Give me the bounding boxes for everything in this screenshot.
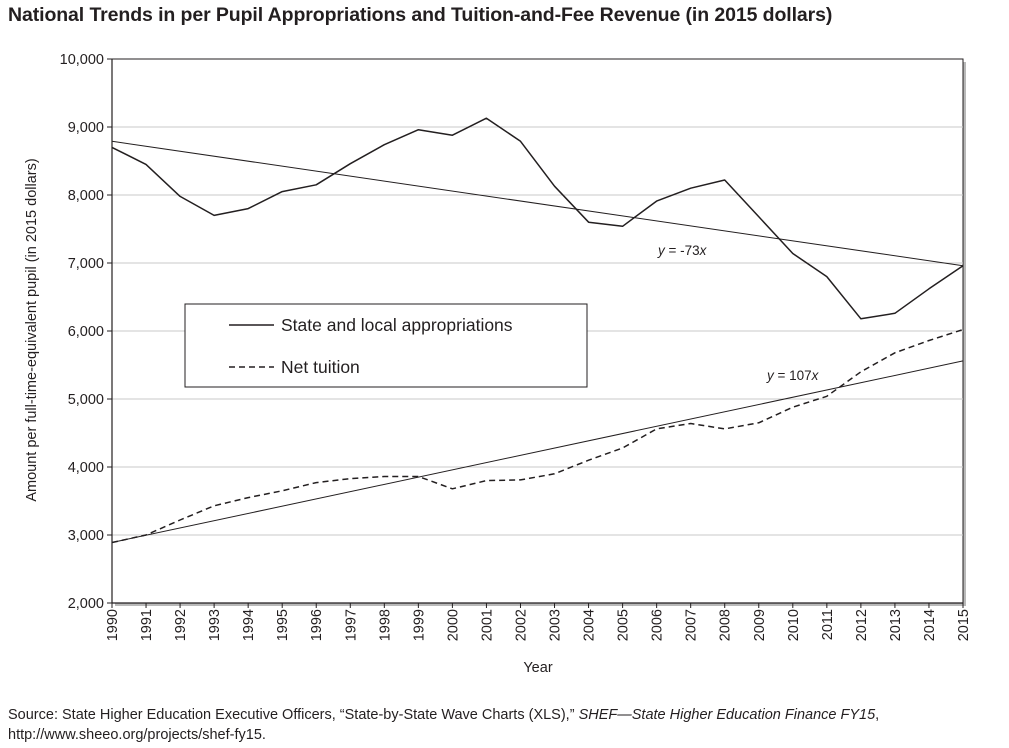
x-tick-label: 2006: [650, 609, 666, 641]
y-tick-label: 7,000: [68, 256, 104, 272]
trendlines: y = -73x y = 107x: [111, 140, 964, 543]
y-tick-label: 8,000: [68, 188, 104, 204]
x-tick-label: 2001: [479, 609, 495, 641]
x-tick-label: 2014: [922, 609, 938, 641]
source-italic: SHEF—State Higher Education Finance FY15: [578, 707, 876, 723]
data-series: [111, 117, 964, 544]
legend-label-appropriations: State and local appropriations: [281, 315, 513, 335]
x-tick-label: 1994: [241, 609, 257, 641]
x-tick-label: 2013: [888, 609, 904, 641]
x-tick-label: 1992: [173, 609, 189, 641]
x-tick-label: 1998: [377, 609, 393, 641]
y-tick-label: 3,000: [68, 528, 104, 544]
net-tuition-trend-label: y = 107x: [766, 368, 820, 383]
legend: State and local appropriations Net tuiti…: [184, 303, 588, 388]
x-tick-label: 2003: [548, 609, 564, 641]
x-tick-label: 1993: [207, 609, 223, 641]
x-tick-label: 1999: [411, 609, 427, 641]
x-tick-label: 2011: [820, 609, 836, 640]
tick-labels: 2,000 3,000 4,000 5,000 6,000 7,000 8,000 9,000…: [60, 52, 972, 641]
axes: [107, 58, 964, 608]
x-tick-label: 2012: [854, 609, 870, 641]
line-chart: y = -73x y = 107x 2,000 3,000 4,000 5,000 6,0…: [24, 52, 972, 676]
x-tick-label: 2010: [786, 609, 802, 641]
legend-label-net-tuition: Net tuition: [281, 357, 360, 377]
x-tick-label: 1996: [309, 609, 325, 641]
x-tick-label: 2008: [718, 609, 734, 641]
x-tick-label: 2005: [616, 609, 632, 641]
source-note: Source: State Higher Education Executive…: [8, 705, 998, 745]
appropriations-trendline: [111, 140, 964, 267]
x-tick-label: 2015: [956, 609, 972, 641]
chart-title: National Trends in per Pupil Appropriati…: [8, 4, 833, 26]
appropriations-line: [111, 117, 964, 320]
x-tick-label: 2004: [582, 609, 598, 641]
x-axis-title: Year: [523, 660, 552, 676]
net-tuition-trendline: [111, 360, 964, 543]
y-tick-label: 5,000: [68, 392, 104, 408]
x-tick-label: 2002: [513, 609, 529, 641]
y-tick-label: 4,000: [68, 460, 104, 476]
x-tick-label: 1995: [275, 609, 291, 641]
y-tick-label: 9,000: [68, 120, 104, 136]
x-tick-label: 1991: [139, 609, 155, 641]
x-tick-label: 2009: [752, 609, 768, 641]
y-tick-label: 10,000: [60, 52, 104, 68]
y-tick-label: 6,000: [68, 324, 104, 340]
legend-box: [184, 303, 588, 388]
source-suffix: , http://www.sheeo.org/projects/shef-fy1…: [8, 707, 880, 743]
x-tick-label: 2007: [684, 609, 700, 641]
source-prefix: Source: State Higher Education Executive…: [8, 707, 575, 723]
y-tick-label: 2,000: [68, 596, 104, 612]
x-tick-label: 2000: [445, 609, 461, 641]
y-axis-title: Amount per full-time-equivalent pupil (i…: [24, 158, 40, 501]
appropriations-trend-label: y = -73x: [657, 243, 708, 258]
x-tick-label: 1990: [105, 609, 121, 641]
x-tick-label: 1997: [343, 609, 359, 641]
